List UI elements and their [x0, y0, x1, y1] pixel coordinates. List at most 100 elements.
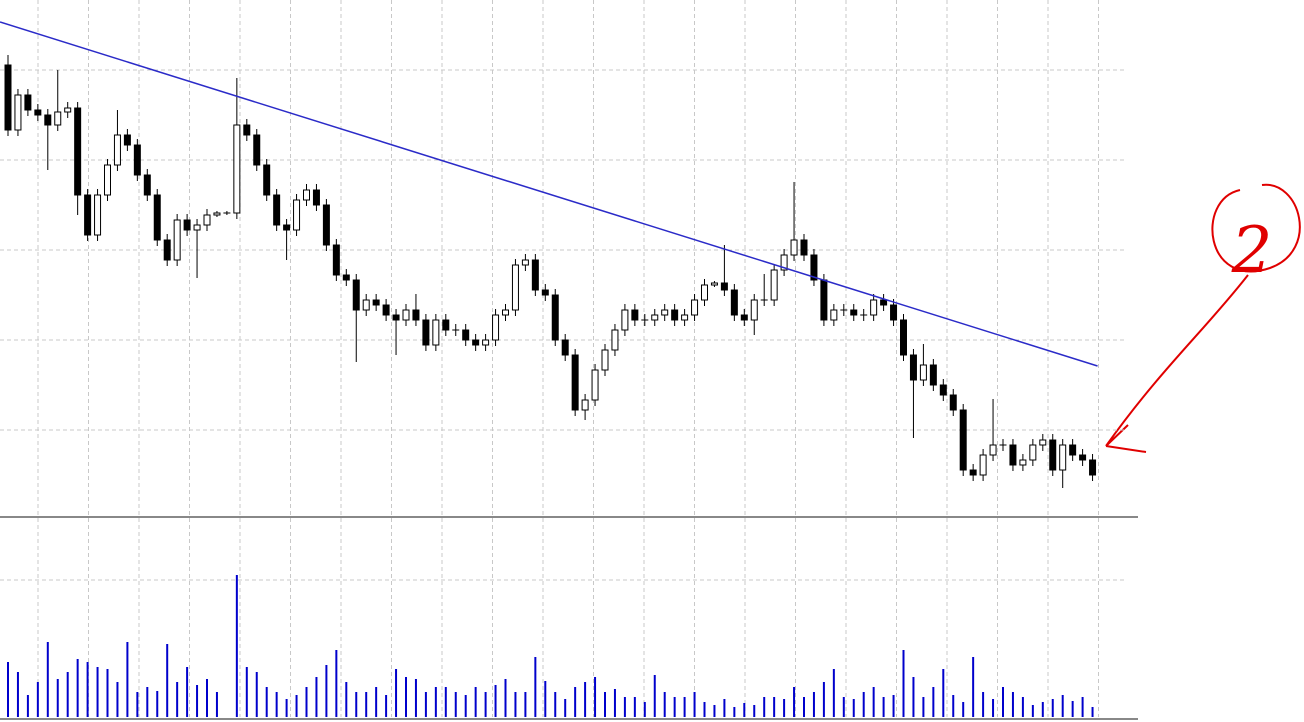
candle-body	[492, 314, 500, 341]
candle-body	[422, 319, 430, 346]
candle-body	[243, 124, 251, 136]
candle-body	[959, 409, 967, 471]
candle-body	[362, 299, 370, 311]
candle-body	[143, 174, 151, 196]
candle-body	[730, 289, 738, 316]
candle-body	[880, 299, 888, 306]
candle-body	[34, 109, 42, 116]
candle-body	[432, 319, 440, 346]
candle-body	[342, 274, 350, 281]
candle-body	[24, 94, 32, 111]
candle-body	[701, 284, 708, 301]
candle-body	[591, 369, 599, 401]
candle-body	[372, 299, 380, 306]
candle-body	[790, 239, 798, 256]
candle-body	[561, 339, 569, 356]
candle-body	[949, 394, 957, 411]
trendline	[0, 21, 1098, 367]
candle-body	[44, 114, 52, 126]
candle-body	[571, 354, 579, 411]
candle-body	[392, 314, 400, 321]
candle-body	[1089, 459, 1097, 476]
candle-body	[193, 224, 201, 231]
candle-body	[929, 364, 937, 386]
candle-body	[830, 309, 838, 321]
annotation-text: 2	[1231, 214, 1273, 288]
candle-body	[462, 329, 470, 341]
candle-body	[939, 384, 947, 396]
candle-body	[919, 364, 927, 381]
candle-body	[1009, 444, 1017, 466]
candle-body	[750, 299, 758, 321]
candle-body	[531, 259, 539, 291]
candle-body	[382, 304, 390, 316]
candle-body	[104, 164, 111, 196]
candle-body	[661, 309, 669, 316]
candle-body	[173, 219, 181, 261]
candle-body	[651, 314, 659, 321]
candle-body	[4, 64, 12, 131]
candle-body	[1039, 439, 1047, 446]
candle-body	[1019, 459, 1027, 466]
candle-body	[890, 304, 898, 321]
candle-body	[183, 219, 191, 231]
candle-body	[263, 164, 271, 196]
candle-body	[312, 189, 320, 206]
candle-body	[800, 239, 808, 256]
candle-body	[541, 289, 549, 296]
candle-body	[352, 279, 360, 311]
candle-body	[1049, 439, 1057, 471]
candle-body	[601, 349, 609, 371]
candle-body	[233, 124, 241, 214]
candle-body	[74, 107, 82, 196]
candle-body	[402, 309, 410, 321]
candle-body	[631, 309, 639, 321]
candle-body	[621, 309, 629, 331]
candle-body	[511, 264, 519, 311]
candle-body	[611, 329, 619, 351]
candle-body	[691, 299, 699, 316]
candle-body	[1079, 454, 1087, 461]
candle-body	[123, 134, 131, 146]
candle-body	[740, 314, 748, 321]
candle-body	[163, 239, 171, 261]
candle-body	[84, 194, 92, 236]
candle-body	[442, 319, 450, 331]
candle-body	[581, 399, 589, 411]
candle-body	[153, 194, 161, 241]
candle-body	[412, 309, 420, 321]
candle-body	[133, 144, 141, 176]
candle-body	[332, 244, 340, 276]
candle-body	[273, 194, 281, 226]
candle-body	[551, 294, 559, 341]
candle-body	[203, 214, 211, 226]
candle-body	[969, 469, 977, 476]
candle-body	[253, 134, 261, 166]
candle-body	[54, 111, 62, 126]
candle-body	[989, 444, 997, 456]
candle-body	[671, 309, 679, 321]
candle-body	[502, 309, 509, 316]
candle-body	[322, 204, 330, 246]
candle-body	[710, 282, 718, 286]
candle-body	[900, 319, 907, 356]
candle-body	[720, 282, 728, 291]
candle-body	[521, 259, 529, 266]
candle-body	[1069, 444, 1077, 456]
annotation-arrow	[1105, 183, 1301, 453]
candle-body	[213, 212, 221, 216]
candle-body	[64, 107, 72, 113]
candle-body	[979, 454, 987, 476]
candle-body	[850, 309, 858, 316]
candle-body	[94, 194, 102, 236]
candle-body	[1059, 444, 1067, 471]
candle-body	[293, 199, 301, 231]
candle-body	[303, 189, 310, 201]
candle-body	[810, 254, 818, 281]
candle-body	[770, 269, 778, 301]
candle-body	[909, 354, 917, 381]
candle-body	[780, 254, 788, 271]
candle-body	[472, 339, 480, 346]
candle-body	[820, 279, 828, 321]
